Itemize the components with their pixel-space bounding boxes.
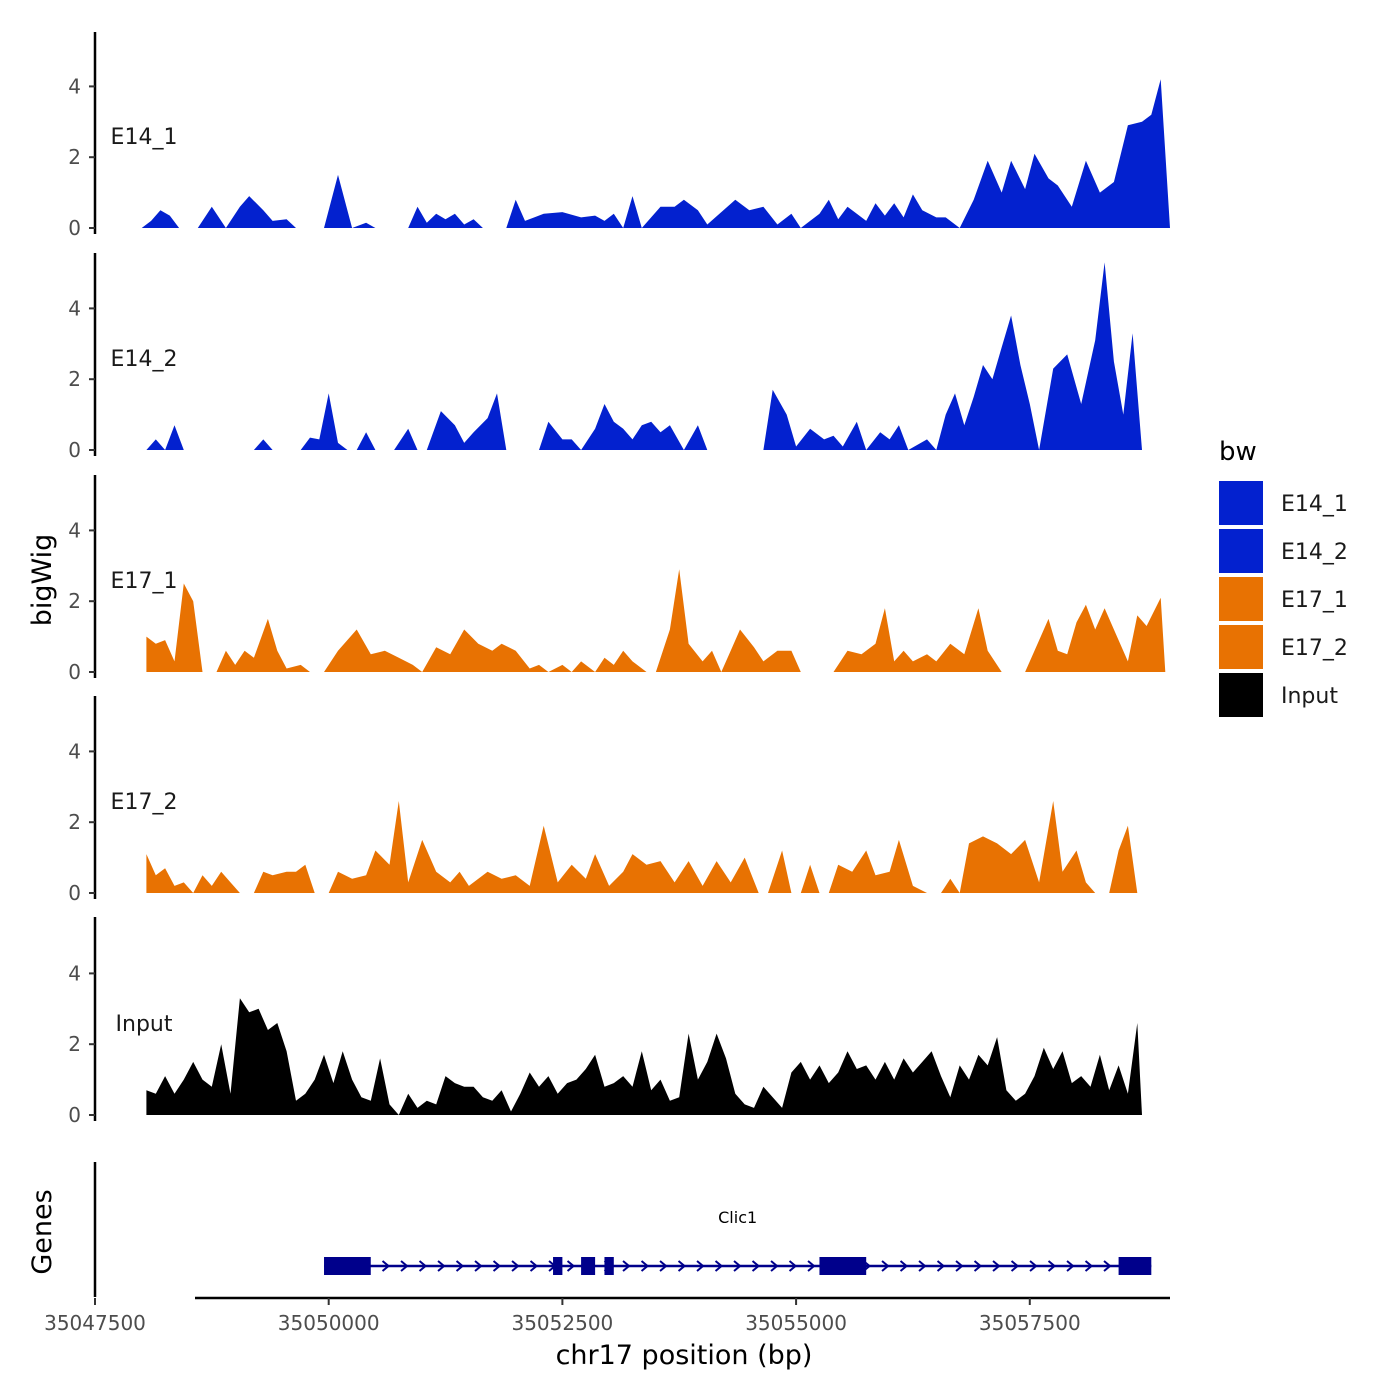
y-tick-label: 0	[68, 881, 81, 905]
exon	[581, 1257, 596, 1275]
strand-arrow	[770, 1260, 779, 1272]
strand-arrow	[622, 1260, 631, 1272]
strand-arrow	[751, 1260, 761, 1272]
legend-label-e14-2: E14_2	[1281, 540, 1348, 565]
legend-title: bw	[1219, 437, 1257, 467]
strand-arrow	[714, 1260, 724, 1272]
strand-arrow	[881, 1260, 890, 1272]
strand-arrow	[1084, 1260, 1094, 1272]
strand-arrow	[400, 1260, 409, 1272]
exon	[324, 1257, 371, 1275]
strand-arrow	[918, 1260, 927, 1272]
track-e17-2: 0 2 4 E17_2	[68, 696, 1138, 905]
strand-arrow	[381, 1260, 391, 1272]
legend-label-e14-1: E14_1	[1281, 492, 1348, 517]
gene-clic1: Clic1	[324, 1208, 1152, 1275]
area-e17-2	[146, 801, 1138, 893]
strand-arrow	[696, 1260, 705, 1272]
y-tick-label: 4	[68, 74, 81, 98]
strand-arrow	[788, 1260, 798, 1272]
track-e14-2: 0 2 4 E14_2	[68, 253, 1142, 462]
legend-swatch-e17-1	[1219, 577, 1263, 621]
strand-arrow	[807, 1260, 816, 1272]
strand-arrow	[640, 1260, 650, 1272]
y-tick-label: 4	[68, 961, 81, 985]
x-tick-label: 35057500	[979, 1311, 1081, 1335]
strand-arrow	[1047, 1260, 1057, 1272]
legend-label-e17-2: E17_2	[1281, 636, 1348, 661]
y-axis-title-bigwig: bigWig	[27, 534, 58, 627]
strand-arrow	[529, 1260, 539, 1272]
y-tick-label: 0	[68, 660, 81, 684]
strand-arrow	[659, 1260, 668, 1272]
strand-arrow	[1103, 1260, 1112, 1272]
area-e14-1	[141, 79, 1171, 228]
track-input: 0 2 4 Input	[68, 917, 1142, 1127]
x-axis-title: chr17 position (bp)	[556, 1340, 813, 1371]
legend-label-input: Input	[1281, 684, 1338, 709]
y-tick-label: 2	[68, 1032, 81, 1056]
y-tick-label: 0	[68, 216, 81, 240]
y-tick-label: 2	[68, 589, 81, 613]
x-tick-label: 35047500	[44, 1311, 146, 1335]
x-tick-label: 35052500	[511, 1311, 613, 1335]
gene-label: Clic1	[718, 1208, 757, 1227]
x-tick-label: 35050000	[278, 1311, 380, 1335]
strand-arrow	[566, 1260, 576, 1272]
area-e14-2	[146, 262, 1142, 450]
strand-arrow	[955, 1260, 964, 1272]
strand-arrow	[936, 1260, 946, 1272]
y-tick-label: 2	[68, 810, 81, 834]
strand-arrow	[973, 1260, 983, 1272]
area-e17-1	[146, 569, 1166, 672]
strand-arrow	[455, 1260, 465, 1272]
y-tick-label: 0	[68, 1103, 81, 1127]
strand-arrow	[437, 1260, 446, 1272]
track-e17-1: 0 2 4 E17_1	[68, 475, 1166, 684]
track-label-e14-2: E14_2	[111, 347, 178, 372]
exon	[1118, 1257, 1152, 1275]
legend-label-e17-1: E17_1	[1281, 588, 1348, 613]
x-tick-label: 35055000	[745, 1311, 847, 1335]
strand-arrow	[899, 1260, 909, 1272]
y-tick-label: 4	[68, 296, 81, 320]
y-axis-title-genes: Genes	[27, 1189, 58, 1274]
y-tick-label: 2	[68, 367, 81, 391]
track-label-e17-1: E17_1	[111, 569, 178, 594]
genes-panel: Clic1	[93, 1162, 1152, 1297]
track-label-e14-1: E14_1	[111, 125, 178, 150]
strand-arrow	[418, 1260, 428, 1272]
track-label-e17-2: E17_2	[111, 790, 178, 815]
strand-arrow	[1029, 1260, 1038, 1272]
strand-arrow	[1066, 1260, 1075, 1272]
strand-arrow	[511, 1260, 520, 1272]
area-input	[146, 998, 1142, 1115]
exon	[819, 1257, 867, 1275]
strand-arrow	[992, 1260, 1001, 1272]
y-tick-label: 2	[68, 145, 81, 169]
legend-swatch-e17-2	[1219, 625, 1263, 669]
y-tick-label: 4	[68, 518, 81, 542]
x-axis: 35047500 35050000 35052500 35055000 35057500	[44, 1296, 1170, 1335]
exon	[604, 1257, 614, 1275]
legend-swatch-e14-2	[1219, 529, 1263, 573]
strand-arrow	[733, 1260, 742, 1272]
y-tick-label: 4	[68, 739, 81, 763]
legend-swatch-input	[1219, 673, 1263, 717]
exon	[553, 1257, 563, 1275]
legend: bw E14_1 E14_2 E17_1 E17_2 Input	[1219, 437, 1348, 717]
track-e14-1: 0 2 4 E14_1	[68, 32, 1171, 240]
track-label-input: Input	[116, 1012, 173, 1037]
y-tick-label: 0	[68, 438, 81, 462]
strand-arrow	[677, 1260, 687, 1272]
strand-arrow	[474, 1260, 483, 1272]
legend-swatch-e14-1	[1219, 481, 1263, 525]
strand-arrow	[492, 1260, 502, 1272]
signal-tracks: 0 2 4 E14_1 0 2 4 E14_2 0 2 4 E17_1 0 2 4 E17_2 0 2 4 Input	[68, 32, 1171, 1127]
strand-arrow	[1010, 1260, 1020, 1272]
